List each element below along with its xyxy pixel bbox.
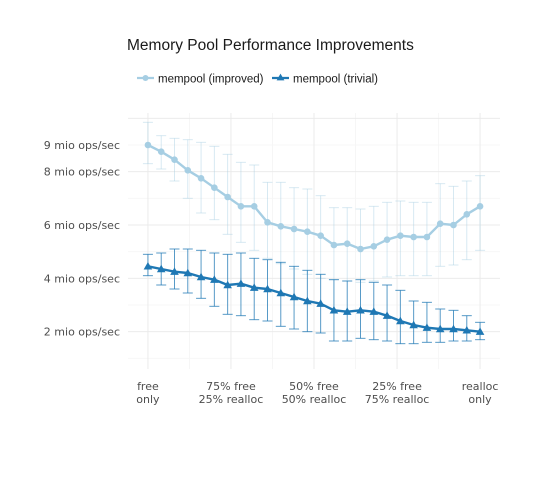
x-tick-label: only — [136, 393, 160, 406]
y-tick-label: 4 mio ops/sec — [44, 272, 120, 285]
data-point — [397, 232, 404, 239]
data-point — [145, 142, 152, 149]
data-point — [463, 211, 470, 218]
data-point — [370, 243, 377, 250]
y-tick-label: 2 mio ops/sec — [44, 326, 120, 339]
x-tick-label: 25% realloc — [199, 393, 264, 406]
data-point — [477, 203, 484, 210]
legend-key-improved-marker — [143, 75, 149, 81]
data-point — [357, 246, 364, 253]
y-tick-label: 6 mio ops/sec — [44, 219, 120, 232]
x-tick-label: free — [137, 380, 159, 393]
legend-label-trivial: mempool (trivial) — [293, 74, 378, 86]
chart-title: Memory Pool Performance Improvements — [127, 37, 414, 54]
x-tick-label: 75% free — [206, 380, 256, 393]
legend-label-improved: mempool (improved) — [158, 74, 264, 86]
data-point — [344, 240, 351, 247]
data-point — [264, 219, 271, 226]
data-point — [304, 228, 311, 235]
x-tick-label: realloc — [462, 380, 499, 393]
data-point — [410, 234, 417, 241]
data-point — [424, 234, 431, 241]
x-tick-label: 75% realloc — [365, 393, 430, 406]
data-point — [384, 236, 391, 243]
data-point — [291, 226, 298, 233]
data-point — [277, 223, 284, 230]
x-tick-label: 50% realloc — [282, 393, 347, 406]
data-point — [317, 232, 324, 239]
y-tick-label: 8 mio ops/sec — [44, 166, 120, 179]
data-point — [198, 175, 205, 182]
data-point — [171, 156, 178, 163]
data-point — [238, 203, 245, 210]
data-point — [184, 167, 191, 174]
data-point — [158, 148, 165, 155]
data-point — [331, 242, 338, 249]
data-point — [437, 220, 444, 227]
y-tick-label: 9 mio ops/sec — [44, 139, 120, 152]
x-tick-label: 25% free — [372, 380, 422, 393]
data-point — [224, 194, 231, 201]
x-tick-label: 50% free — [289, 380, 339, 393]
data-point — [251, 203, 258, 210]
data-point — [211, 184, 218, 191]
legend: mempool (improved) mempool (trivial) — [137, 74, 378, 86]
x-tick-label: only — [468, 393, 492, 406]
data-point — [450, 222, 457, 229]
